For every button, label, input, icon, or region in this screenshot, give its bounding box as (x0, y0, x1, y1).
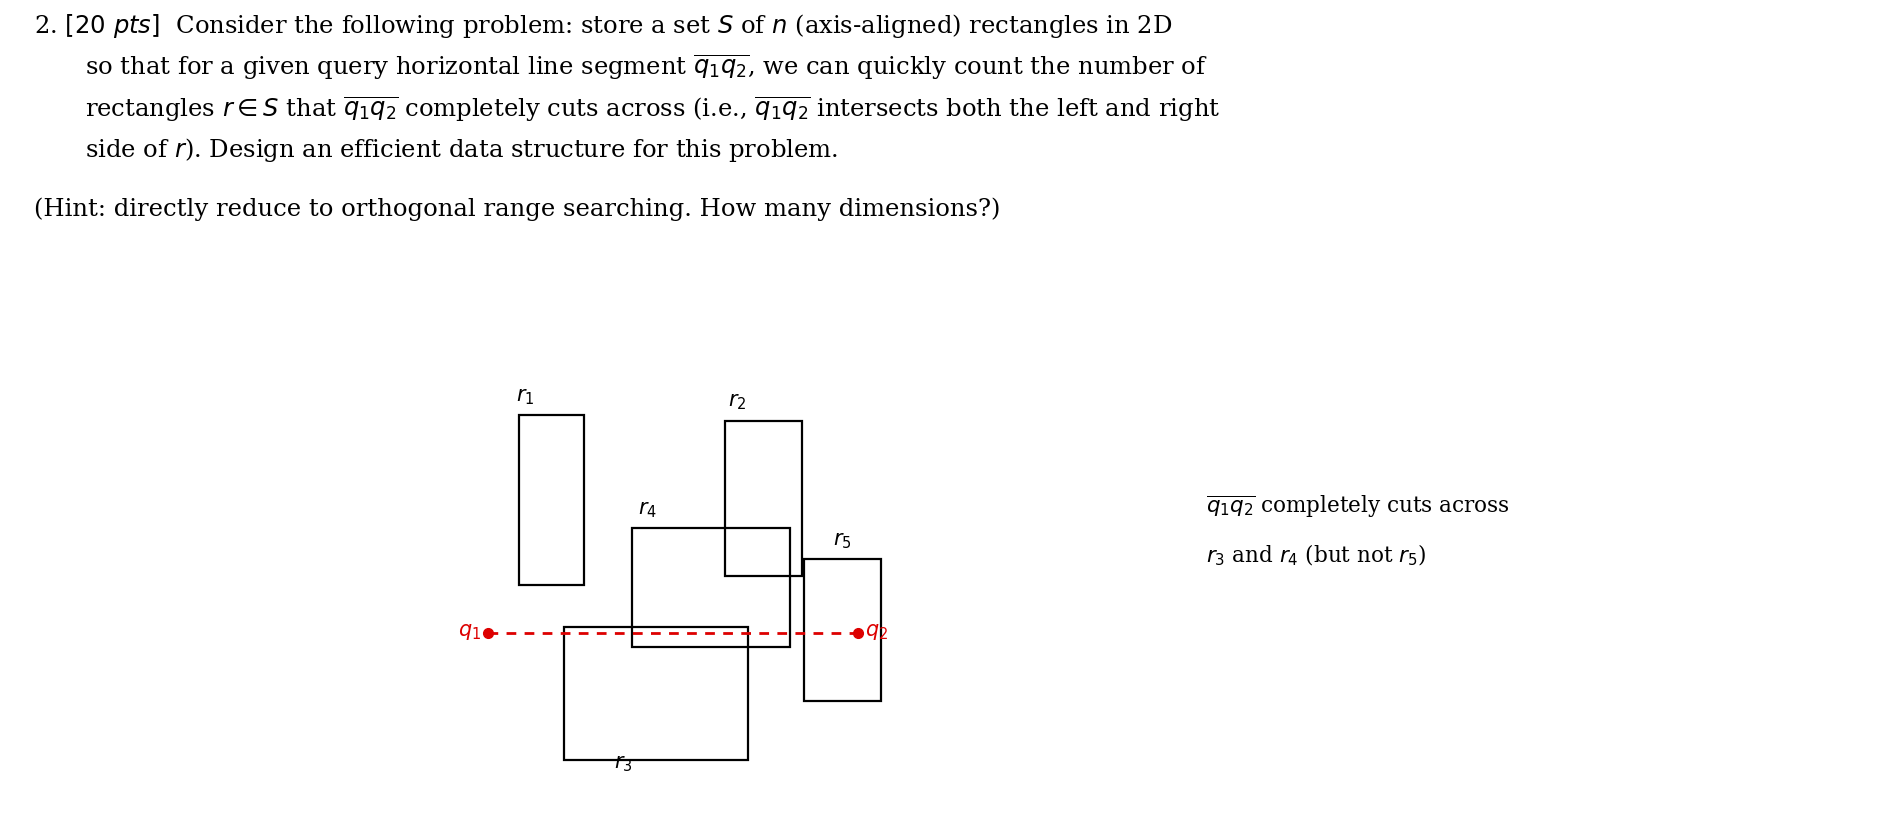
Text: $\overline{q_1q_2}$ completely cuts across: $\overline{q_1q_2}$ completely cuts acro… (1205, 493, 1509, 520)
Bar (518, 415, 583, 585)
Text: so that for a given query horizontal line segment $\overline{q_1q_2}$, we can qu: so that for a given query horizontal lin… (85, 53, 1207, 82)
Text: $q_2$: $q_2$ (865, 622, 888, 642)
Bar (632, 529, 790, 647)
Text: $r_3$ and $r_4$ (but not $r_5$): $r_3$ and $r_4$ (but not $r_5$) (1205, 543, 1425, 568)
Text: rectangles $r \in S$ that $\overline{q_1q_2}$ completely cuts across (i.e., $\ov: rectangles $r \in S$ that $\overline{q_1… (85, 95, 1220, 123)
Text: $r_5$: $r_5$ (833, 531, 850, 551)
Text: (Hint: directly reduce to orthogonal range searching. How many dimensions?): (Hint: directly reduce to orthogonal ran… (34, 197, 1000, 221)
Text: $r_4$: $r_4$ (638, 501, 657, 520)
Bar (805, 560, 881, 701)
Text: $r_1$: $r_1$ (516, 387, 533, 407)
Text: $q_1$: $q_1$ (457, 622, 480, 642)
Bar (725, 421, 801, 576)
Bar (564, 627, 748, 760)
Text: $r_3$: $r_3$ (613, 755, 632, 774)
Text: $r_2$: $r_2$ (727, 393, 746, 413)
Text: side of $r$). Design an efficient data structure for this problem.: side of $r$). Design an efficient data s… (85, 136, 839, 164)
Text: 2. $[20\ \mathit{pts}]$  Consider the following problem: store a set $S$ of $n$ : 2. $[20\ \mathit{pts}]$ Consider the fol… (34, 12, 1173, 40)
